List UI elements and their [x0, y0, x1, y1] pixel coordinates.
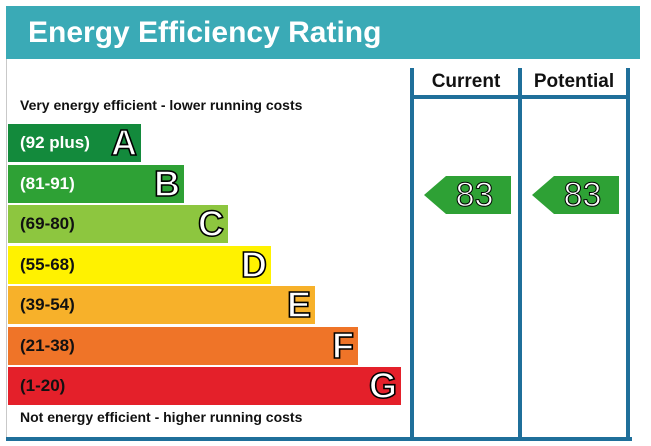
band-letter: B	[153, 162, 181, 205]
current-rating-arrow: 83	[424, 176, 511, 215]
potential-rating-value: 83	[563, 176, 602, 215]
band-letter: D	[240, 243, 268, 286]
current-arrow-shape	[424, 176, 511, 214]
band-range-label: (92 plus)	[20, 133, 90, 152]
bottom-note: Not energy efficient - higher running co…	[20, 409, 303, 425]
current-column-header: Current	[431, 71, 501, 92]
divider-right	[626, 68, 630, 439]
band-b: (81-91) B	[8, 162, 184, 205]
bottom-frame-line	[6, 437, 632, 441]
band-range-label: (69-80)	[20, 214, 75, 233]
band-a: (92 plus) A	[8, 121, 141, 164]
potential-column-header: Potential	[533, 71, 615, 92]
band-c: (69-80) C	[8, 202, 228, 245]
band-range-label: (1-20)	[20, 376, 66, 395]
band-letter: G	[368, 364, 398, 407]
band-range-label: (81-91)	[20, 173, 75, 193]
left-frame-line	[6, 59, 7, 441]
band-d: (55-68) D	[8, 243, 271, 286]
band-range-label: (39-54)	[20, 295, 75, 314]
band-range-label: (21-38)	[20, 335, 75, 355]
divider-left	[410, 68, 414, 439]
divider-middle	[518, 68, 522, 439]
current-rating-value: 83	[455, 176, 494, 215]
band-e: (39-54) E	[8, 283, 315, 326]
potential-arrow-shape	[532, 176, 619, 214]
header-underline	[410, 95, 630, 99]
potential-rating-arrow: 83	[532, 176, 619, 215]
top-note: Very energy efficient - lower running co…	[20, 97, 303, 113]
chart-title: Energy Efficiency Rating	[6, 6, 640, 59]
band-g: (1-20) G	[8, 364, 401, 407]
band-letter: C	[197, 202, 225, 245]
band-range-label: (55-68)	[20, 254, 75, 274]
band-letter: F	[331, 324, 355, 367]
band-letter: A	[110, 121, 138, 164]
band-f: (21-38) F	[8, 324, 358, 367]
band-letter: E	[286, 283, 312, 326]
